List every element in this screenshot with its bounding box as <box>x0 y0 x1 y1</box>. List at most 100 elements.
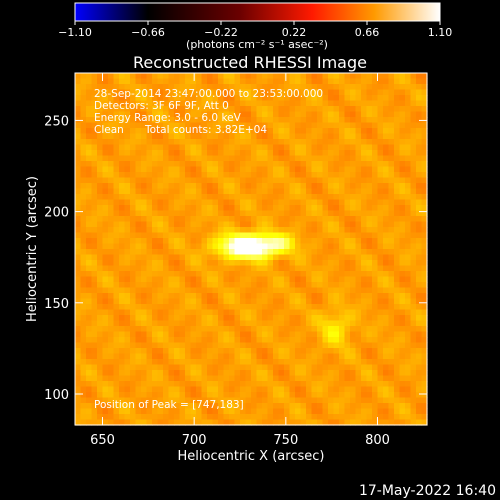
heatmap-cell <box>361 315 368 322</box>
colorbar-tick-label: −0.22 <box>204 26 238 39</box>
heatmap-cell <box>344 337 351 344</box>
heatmap-cell <box>229 199 236 206</box>
heatmap-cell <box>229 188 236 195</box>
heatmap-cell <box>405 265 412 272</box>
heatmap-cell <box>256 364 263 371</box>
heatmap-cell <box>273 172 280 179</box>
heatmap-cell <box>190 348 197 355</box>
heatmap-cell <box>333 359 340 366</box>
heatmap-cell <box>146 408 153 415</box>
heatmap-cell <box>311 309 318 316</box>
heatmap-cell <box>383 359 390 366</box>
heatmap-cell <box>377 315 384 322</box>
heatmap-cell <box>317 342 324 349</box>
heatmap-cell <box>251 100 258 107</box>
heatmap-cell <box>350 155 357 162</box>
heatmap-cell <box>339 194 346 201</box>
heatmap-cell <box>108 353 115 360</box>
heatmap-cell <box>372 166 379 173</box>
heatmap-cell <box>350 337 357 344</box>
heatmap-cell <box>372 348 379 355</box>
heatmap-cell <box>212 183 219 190</box>
heatmap-cell <box>190 232 197 239</box>
heatmap-cell <box>234 232 241 239</box>
heatmap-cell <box>339 117 346 124</box>
heatmap-cell <box>135 188 142 195</box>
heatmap-cell <box>86 133 93 140</box>
heatmap-cell <box>135 386 142 393</box>
heatmap-cell <box>295 298 302 305</box>
heatmap-cell <box>80 419 87 426</box>
heatmap-cell <box>355 293 362 300</box>
heatmap-cell <box>284 161 291 168</box>
heatmap-cell <box>311 265 318 272</box>
heatmap-cell <box>174 221 181 228</box>
heatmap-cell <box>350 166 357 173</box>
heatmap-cell <box>174 342 181 349</box>
heatmap-cell <box>399 139 406 146</box>
heatmap-cell <box>157 304 164 311</box>
heatmap-cell <box>80 194 87 201</box>
heatmap-cell <box>256 309 263 316</box>
heatmap-cell <box>317 216 324 223</box>
heatmap-cell <box>267 139 274 146</box>
heatmap-cell <box>410 139 417 146</box>
heatmap-cell <box>113 111 120 118</box>
heatmap-cell <box>119 337 126 344</box>
heatmap-cell <box>399 210 406 217</box>
heatmap-cell <box>350 271 357 278</box>
heatmap-cell <box>146 221 153 228</box>
heatmap-cell <box>135 309 142 316</box>
heatmap-cell <box>306 188 313 195</box>
heatmap-cell <box>240 199 247 206</box>
heatmap-cell <box>196 199 203 206</box>
heatmap-cell <box>185 260 192 267</box>
heatmap-cell <box>102 155 109 162</box>
heatmap-cell <box>130 128 137 135</box>
heatmap-cell <box>113 260 120 267</box>
heatmap-cell <box>333 271 340 278</box>
heatmap-cell <box>91 73 98 80</box>
heatmap-cell <box>339 122 346 129</box>
heatmap-cell <box>333 353 340 360</box>
heatmap-cell <box>130 326 137 333</box>
heatmap-cell <box>284 216 291 223</box>
heatmap-cell <box>190 353 197 360</box>
heatmap-cell <box>174 271 181 278</box>
heatmap-cell <box>218 403 225 410</box>
heatmap-cell <box>174 161 181 168</box>
heatmap-cell <box>394 227 401 234</box>
heatmap-cell <box>344 282 351 289</box>
heatmap-cell <box>141 205 148 212</box>
heatmap-cell <box>273 408 280 415</box>
heatmap-cell <box>108 73 115 80</box>
heatmap-cell <box>317 309 324 316</box>
heatmap-cell <box>355 260 362 267</box>
heatmap-cell <box>168 287 175 294</box>
heatmap-cell <box>108 89 115 96</box>
heatmap-cell <box>289 238 296 245</box>
heatmap-cell <box>322 386 329 393</box>
heatmap-cell <box>108 117 115 124</box>
heatmap-cell <box>168 216 175 223</box>
heatmap-cell <box>113 161 120 168</box>
heatmap-cell <box>366 144 373 151</box>
heatmap-cell <box>273 260 280 267</box>
heatmap-cell <box>388 276 395 283</box>
heatmap-cell <box>91 386 98 393</box>
heatmap-cell <box>399 298 406 305</box>
heatmap-cell <box>284 326 291 333</box>
heatmap-cell <box>284 331 291 338</box>
heatmap-cell <box>251 342 258 349</box>
heatmap-cell <box>157 331 164 338</box>
heatmap-cell <box>212 265 219 272</box>
heatmap-cell <box>146 397 153 404</box>
heatmap-cell <box>135 227 142 234</box>
heatmap-cell <box>421 370 428 377</box>
heatmap-cell <box>234 166 241 173</box>
heatmap-cell <box>372 183 379 190</box>
heatmap-cell <box>135 172 142 179</box>
heatmap-cell <box>91 210 98 217</box>
heatmap-cell <box>97 128 104 135</box>
heatmap-cell <box>174 243 181 250</box>
